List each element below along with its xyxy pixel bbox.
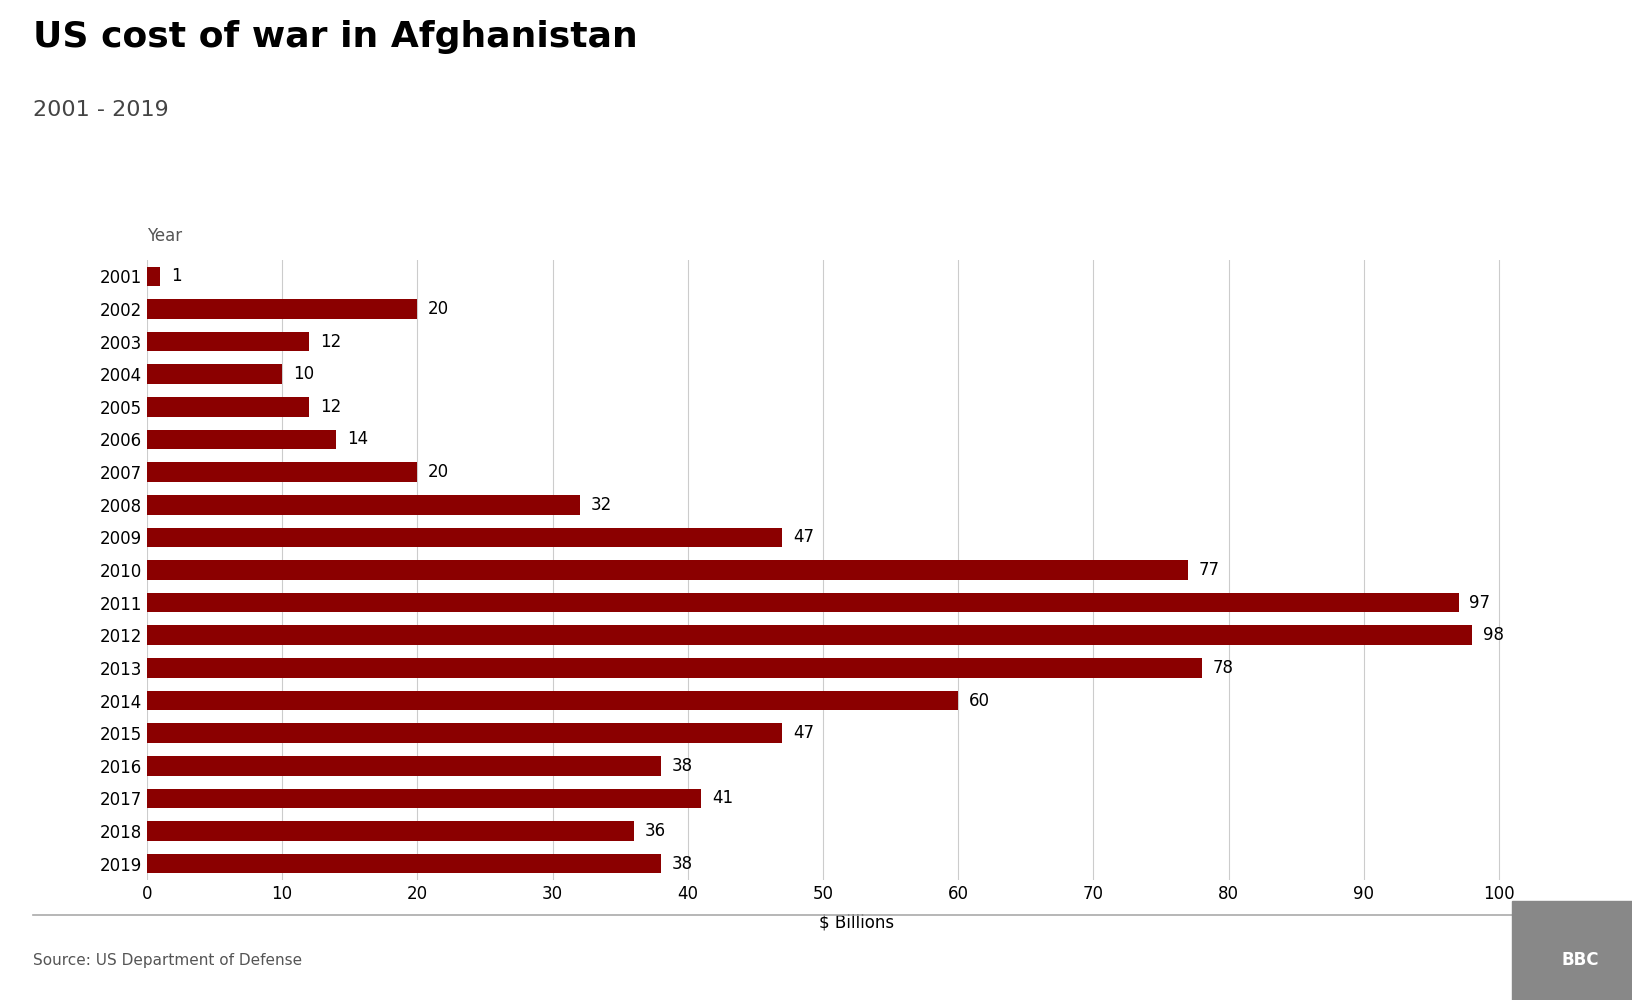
- Bar: [147, 430, 336, 449]
- Bar: [147, 625, 1472, 645]
- Text: 38: 38: [671, 855, 692, 873]
- Text: 20: 20: [428, 300, 449, 318]
- Text: 97: 97: [1469, 594, 1490, 612]
- Bar: [147, 299, 418, 319]
- Bar: [147, 495, 579, 515]
- Text: 20: 20: [428, 463, 449, 481]
- Bar: [147, 821, 633, 841]
- Text: 10: 10: [292, 365, 313, 383]
- Text: 12: 12: [320, 398, 341, 416]
- Text: 14: 14: [348, 430, 369, 448]
- Bar: [147, 528, 782, 547]
- Text: 77: 77: [1200, 561, 1219, 579]
- Text: 41: 41: [712, 789, 733, 807]
- Text: Source: US Department of Defense: Source: US Department of Defense: [33, 952, 302, 968]
- Bar: [147, 397, 308, 417]
- Text: BBC: BBC: [1562, 951, 1599, 969]
- Text: 47: 47: [793, 724, 814, 742]
- Text: Year: Year: [147, 227, 183, 245]
- Bar: [147, 691, 958, 710]
- Text: 98: 98: [1483, 626, 1503, 644]
- Bar: [147, 560, 1188, 580]
- Bar: [147, 593, 1459, 612]
- Text: 1: 1: [171, 267, 181, 285]
- Text: 38: 38: [671, 757, 692, 775]
- Bar: [147, 364, 282, 384]
- Text: 12: 12: [320, 333, 341, 351]
- Text: 78: 78: [1213, 659, 1234, 677]
- Bar: [147, 658, 1201, 678]
- Bar: [147, 267, 160, 286]
- X-axis label: $ Billions: $ Billions: [819, 914, 894, 932]
- Bar: [147, 789, 702, 808]
- Text: 32: 32: [591, 496, 612, 514]
- Bar: [147, 854, 661, 873]
- Bar: [147, 462, 418, 482]
- Bar: [147, 756, 661, 776]
- Text: 60: 60: [969, 692, 991, 710]
- Text: US cost of war in Afghanistan: US cost of war in Afghanistan: [33, 20, 638, 54]
- Bar: [147, 723, 782, 743]
- Text: 2001 - 2019: 2001 - 2019: [33, 100, 168, 120]
- Text: 36: 36: [645, 822, 666, 840]
- Bar: [147, 332, 308, 351]
- Text: 47: 47: [793, 528, 814, 546]
